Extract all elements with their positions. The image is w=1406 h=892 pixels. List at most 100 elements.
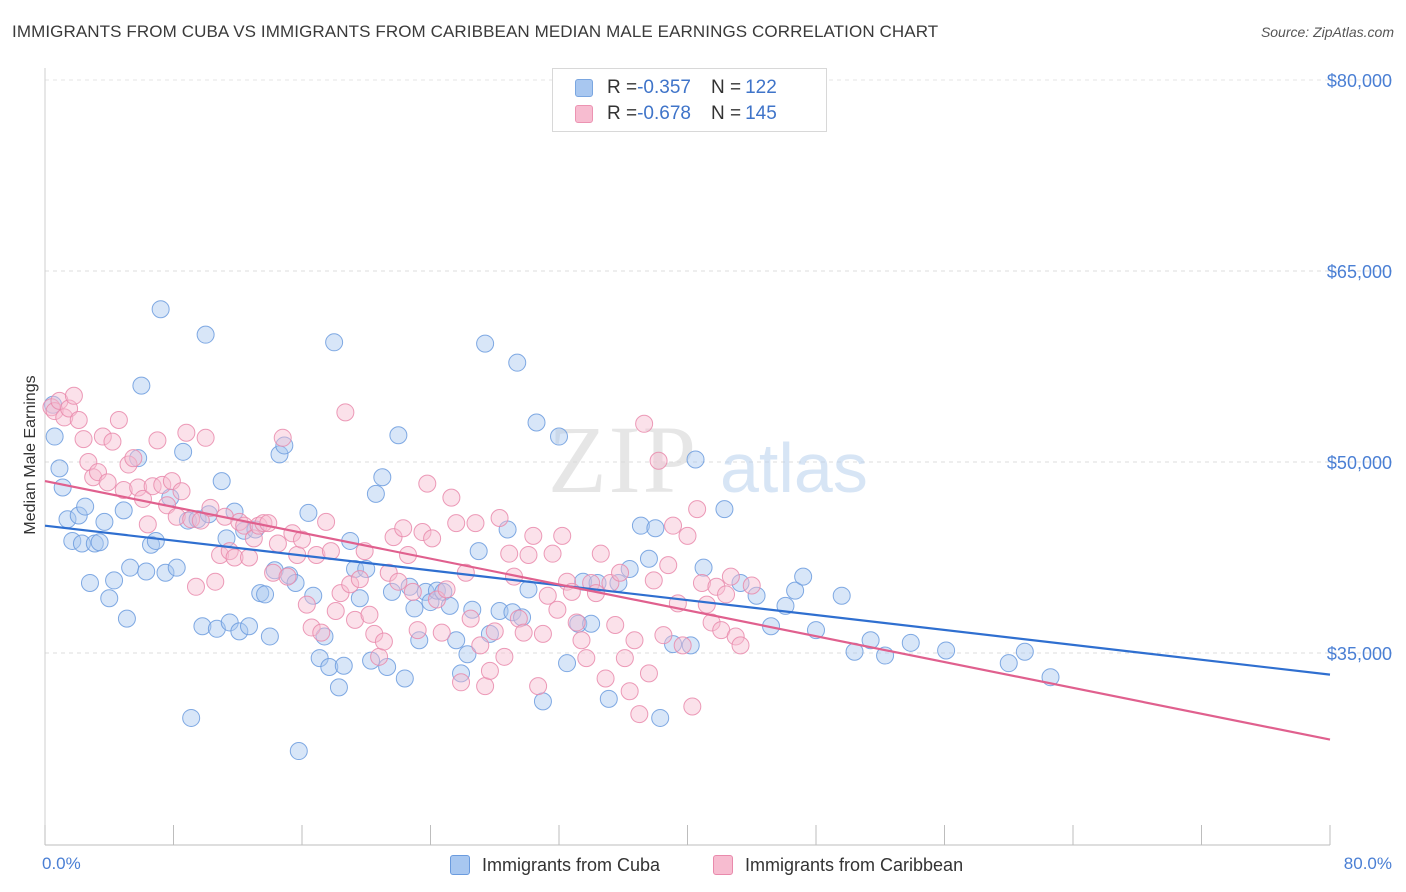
- data-point: [490, 509, 509, 528]
- data-point: [74, 430, 93, 449]
- data-point: [90, 533, 109, 552]
- data-point: [731, 573, 750, 592]
- bottom-legend-label-cuba: Immigrants from Cuba: [482, 854, 661, 875]
- data-point: [476, 334, 495, 353]
- data-point: [50, 391, 69, 410]
- data-point: [686, 450, 705, 469]
- data-point: [635, 414, 654, 433]
- data-point: [697, 595, 716, 614]
- legend-swatch-cuba: [575, 79, 593, 97]
- data-point: [132, 376, 151, 395]
- data-point: [80, 573, 99, 592]
- data-point: [98, 473, 117, 492]
- data-point: [360, 605, 379, 624]
- data-point: [366, 484, 385, 503]
- legend-row-cuba: R = -0.357 N = 122: [575, 76, 777, 100]
- data-point: [558, 654, 577, 673]
- data-point: [304, 586, 323, 605]
- data-point: [591, 544, 610, 563]
- data-point: [172, 482, 191, 501]
- data-point: [336, 403, 355, 422]
- data-point: [268, 534, 287, 553]
- data-point: [129, 478, 148, 497]
- grid-lines: [45, 79, 1392, 654]
- data-point: [548, 600, 567, 619]
- data-point: [639, 549, 658, 568]
- data-point: [469, 542, 488, 561]
- source-label: Source: ZipAtlas.com: [1260, 24, 1394, 40]
- data-point: [437, 580, 456, 599]
- data-point: [177, 423, 196, 442]
- data-point: [442, 488, 461, 507]
- legend-row-caribbean: R = -0.678 N = 145: [575, 102, 777, 126]
- data-point: [350, 589, 369, 608]
- data-point: [599, 689, 618, 708]
- data-point: [649, 451, 668, 470]
- data-point: [297, 595, 316, 614]
- data-point: [533, 692, 552, 711]
- data-point: [625, 631, 644, 650]
- data-point: [452, 673, 471, 692]
- data-point: [519, 545, 538, 564]
- data-point: [64, 386, 83, 405]
- legend-n-label: N =: [710, 103, 742, 124]
- data-point: [832, 586, 851, 605]
- data-point: [500, 544, 519, 563]
- data-point: [76, 497, 95, 516]
- data-point: [103, 432, 122, 451]
- data-point: [50, 459, 69, 478]
- data-point: [747, 586, 766, 605]
- data-point: [999, 654, 1018, 673]
- data-point: [630, 705, 649, 724]
- data-point: [196, 428, 215, 447]
- data-point: [509, 609, 528, 628]
- data-point: [365, 624, 384, 643]
- legend-r-label: R =: [607, 77, 638, 98]
- data-point: [273, 428, 292, 447]
- data-point: [400, 577, 419, 596]
- data-point: [260, 627, 279, 646]
- data-point: [389, 572, 408, 591]
- x-tick-label: 80.0%: [1344, 854, 1392, 873]
- data-point: [138, 515, 157, 534]
- data-point: [334, 656, 353, 675]
- data-point: [53, 478, 72, 497]
- data-point: [105, 571, 124, 590]
- data-point: [543, 544, 562, 563]
- data-point: [654, 626, 673, 645]
- data-point: [143, 477, 162, 496]
- data-point: [651, 708, 670, 727]
- data-point: [403, 582, 422, 601]
- data-point: [312, 623, 331, 642]
- data-point: [731, 636, 750, 655]
- data-point: [124, 449, 143, 468]
- data-point: [275, 436, 294, 455]
- data-point: [148, 431, 167, 450]
- data-point: [683, 697, 702, 716]
- watermark-atlas: atlas: [720, 429, 868, 507]
- data-point: [611, 563, 630, 582]
- data-point: [631, 516, 650, 535]
- data-point: [480, 661, 499, 680]
- data-point: [84, 468, 103, 487]
- legend-r-label: R =: [607, 103, 638, 124]
- data-point: [707, 577, 726, 596]
- data-point: [341, 575, 360, 594]
- data-point: [117, 609, 136, 628]
- trend-line-cuba: [44, 524, 1331, 676]
- data-point: [95, 512, 114, 531]
- data-point: [659, 556, 678, 575]
- data-point: [644, 571, 663, 590]
- data-point: [373, 468, 392, 487]
- data-point: [620, 682, 639, 701]
- data-point: [577, 649, 596, 668]
- data-point: [490, 601, 509, 620]
- data-point: [1015, 642, 1034, 661]
- data-point: [264, 563, 283, 582]
- data-point: [45, 402, 64, 421]
- data-point: [239, 548, 258, 567]
- data-point: [259, 514, 278, 533]
- data-point: [901, 633, 920, 652]
- data-point: [382, 582, 401, 601]
